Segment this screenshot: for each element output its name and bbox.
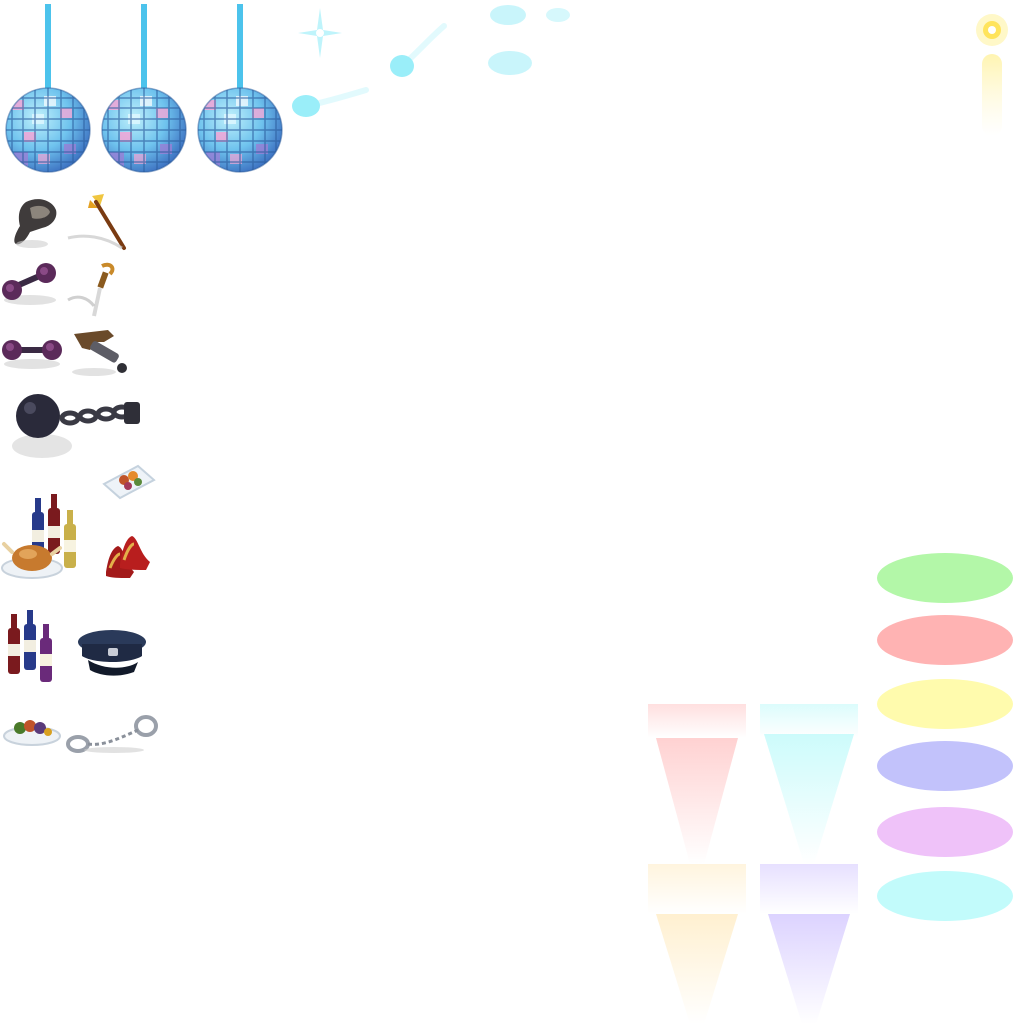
dumbbell-icon bbox=[0, 330, 64, 370]
swatch-yellow bbox=[876, 678, 1014, 730]
comet-glow bbox=[290, 84, 369, 120]
golden-sparkle-icon bbox=[972, 10, 1012, 140]
handcuffs-icon bbox=[62, 710, 160, 756]
roast-chicken-icon bbox=[0, 534, 66, 590]
pistol-icon bbox=[64, 324, 130, 378]
glow-dot bbox=[544, 6, 572, 24]
disco-ball-1 bbox=[4, 4, 92, 174]
red-high-heels-icon bbox=[96, 528, 158, 586]
light-beam-cyan bbox=[760, 704, 858, 864]
boot-icon bbox=[8, 196, 60, 250]
light-beam-orange bbox=[648, 864, 746, 1024]
swatch-red bbox=[876, 614, 1014, 666]
swatch-green bbox=[876, 552, 1014, 604]
wine-bottles-icon bbox=[4, 610, 60, 686]
swatch-purple bbox=[876, 806, 1014, 858]
ball-and-chain-icon bbox=[8, 388, 144, 462]
sparkle-star-icon bbox=[298, 8, 342, 58]
disco-ball-2 bbox=[100, 4, 188, 174]
comet-glow bbox=[386, 23, 447, 80]
glow-dot bbox=[488, 2, 528, 28]
light-beam-red bbox=[648, 704, 746, 864]
swatch-cyan bbox=[876, 870, 1014, 922]
arrow-icon bbox=[64, 192, 130, 252]
swatch-blue bbox=[876, 740, 1014, 792]
fruit-platter-icon bbox=[2, 712, 62, 752]
food-tray-icon bbox=[100, 458, 156, 500]
police-cap-icon bbox=[74, 624, 150, 680]
dumbbell-icon bbox=[0, 260, 62, 306]
sword-icon bbox=[64, 260, 128, 318]
light-beam-violet bbox=[760, 864, 858, 1024]
glow-dot bbox=[486, 48, 534, 78]
disco-ball-3 bbox=[196, 4, 284, 174]
